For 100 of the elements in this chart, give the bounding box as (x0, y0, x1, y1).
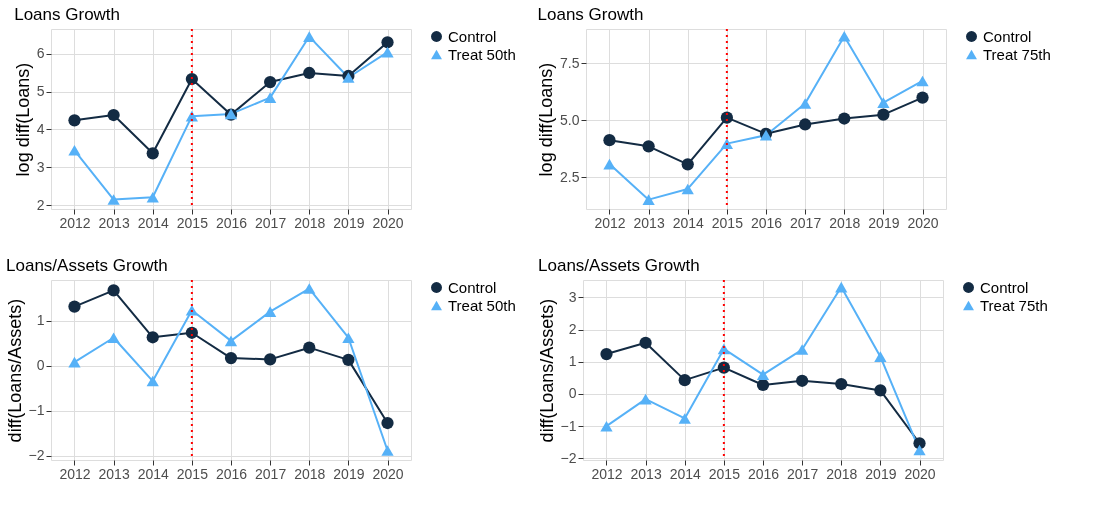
y-tick-label: 2 (568, 321, 577, 338)
y-tick-label: 2.5 (560, 168, 580, 185)
x-tick-label: 2016 (215, 465, 248, 482)
legend-label: Control (983, 27, 1032, 45)
point (303, 66, 316, 80)
legend-label: Control (448, 27, 497, 45)
x-tick-label: 2015 (708, 465, 741, 482)
point (796, 344, 809, 355)
x-tick-label: 2020 (907, 214, 939, 231)
point (796, 374, 809, 387)
y-tick-label: −1 (560, 417, 577, 434)
x-tick-label: 2017 (255, 214, 287, 231)
y-tick-label: −2 (560, 449, 577, 466)
point (874, 351, 887, 362)
y-tick-label: 0 (568, 385, 577, 402)
point (877, 97, 890, 108)
y-tick-label: −2 (28, 447, 45, 464)
point (916, 91, 929, 104)
y-tick-label: 1 (568, 353, 577, 370)
point (68, 300, 81, 313)
point (639, 393, 652, 405)
y-tick-label: 6 (36, 45, 45, 62)
point (678, 413, 691, 424)
point (264, 75, 277, 89)
point (681, 183, 694, 195)
x-tick-label: 2020 (372, 465, 404, 482)
chart-title: Loans/Assets Growth (538, 256, 700, 275)
x-tick-label: 2013 (630, 465, 662, 482)
point (799, 98, 812, 109)
x-tick-label: 2018 (829, 214, 861, 231)
point (877, 108, 890, 121)
point (603, 158, 616, 170)
x-tick-label: 2013 (98, 214, 130, 231)
x-tick-label: 2018 (294, 465, 326, 482)
x-tick-label: 2018 (294, 214, 326, 231)
y-axis-title: diff(Loans/Assets) (536, 298, 557, 443)
point (146, 331, 159, 344)
y-tick-label: 3 (568, 288, 577, 305)
point (642, 140, 655, 153)
point (107, 284, 120, 297)
y-tick-label: 0 (36, 357, 45, 374)
point (642, 194, 655, 205)
legend-label: Treat 75th (983, 45, 1051, 63)
x-tick-label: 2020 (904, 465, 936, 482)
point (799, 118, 812, 131)
x-tick-label: 2012 (594, 214, 626, 231)
point (107, 332, 120, 344)
x-tick-label: 2018 (826, 465, 858, 482)
point (913, 444, 926, 456)
point (303, 283, 316, 294)
x-tick-label: 2016 (215, 214, 248, 231)
point (756, 378, 770, 392)
y-tick-label: 5 (36, 83, 45, 100)
point (835, 377, 848, 391)
x-tick-label: 2019 (865, 465, 897, 482)
point (68, 144, 81, 156)
point (107, 194, 120, 205)
y-axis-title: log diff(Loans) (536, 62, 557, 177)
x-tick-label: 2014 (137, 214, 170, 231)
point (838, 30, 851, 42)
point (678, 374, 691, 387)
point (874, 384, 887, 397)
point (264, 306, 277, 317)
point (600, 420, 613, 432)
legend-label: Treat 50th (448, 45, 516, 63)
y-tick-label: −1 (28, 402, 45, 419)
point (68, 114, 81, 127)
point (107, 108, 120, 122)
point (342, 332, 355, 344)
x-tick-label: 2012 (59, 465, 91, 482)
point (835, 281, 848, 293)
point (146, 191, 159, 203)
x-tick-label: 2020 (372, 214, 404, 231)
point (600, 347, 613, 361)
chart-title: Loans/Assets Growth (6, 256, 168, 275)
point (303, 341, 316, 354)
point (381, 36, 394, 49)
point (381, 46, 394, 58)
y-tick-label: 3 (36, 158, 45, 175)
y-tick-label: 5.0 (560, 111, 580, 128)
point (264, 92, 277, 103)
point (756, 369, 770, 380)
point (185, 326, 198, 339)
point (224, 335, 238, 347)
point (916, 75, 929, 87)
x-tick-label: 2014 (137, 465, 170, 482)
x-tick-label: 2014 (672, 214, 705, 231)
x-tick-label: 2014 (669, 465, 702, 482)
point (603, 134, 616, 147)
y-tick-label: 2 (36, 196, 45, 213)
chart-title: Loans Growth (14, 5, 121, 24)
point (264, 353, 277, 366)
y-tick-label: 1 (36, 312, 45, 329)
x-tick-label: 2015 (176, 214, 209, 231)
x-tick-label: 2019 (333, 465, 365, 482)
point (381, 416, 394, 430)
point (303, 31, 316, 42)
y-axis-title: log diff(Loans) (12, 62, 33, 177)
point (146, 147, 159, 160)
point (381, 445, 394, 456)
